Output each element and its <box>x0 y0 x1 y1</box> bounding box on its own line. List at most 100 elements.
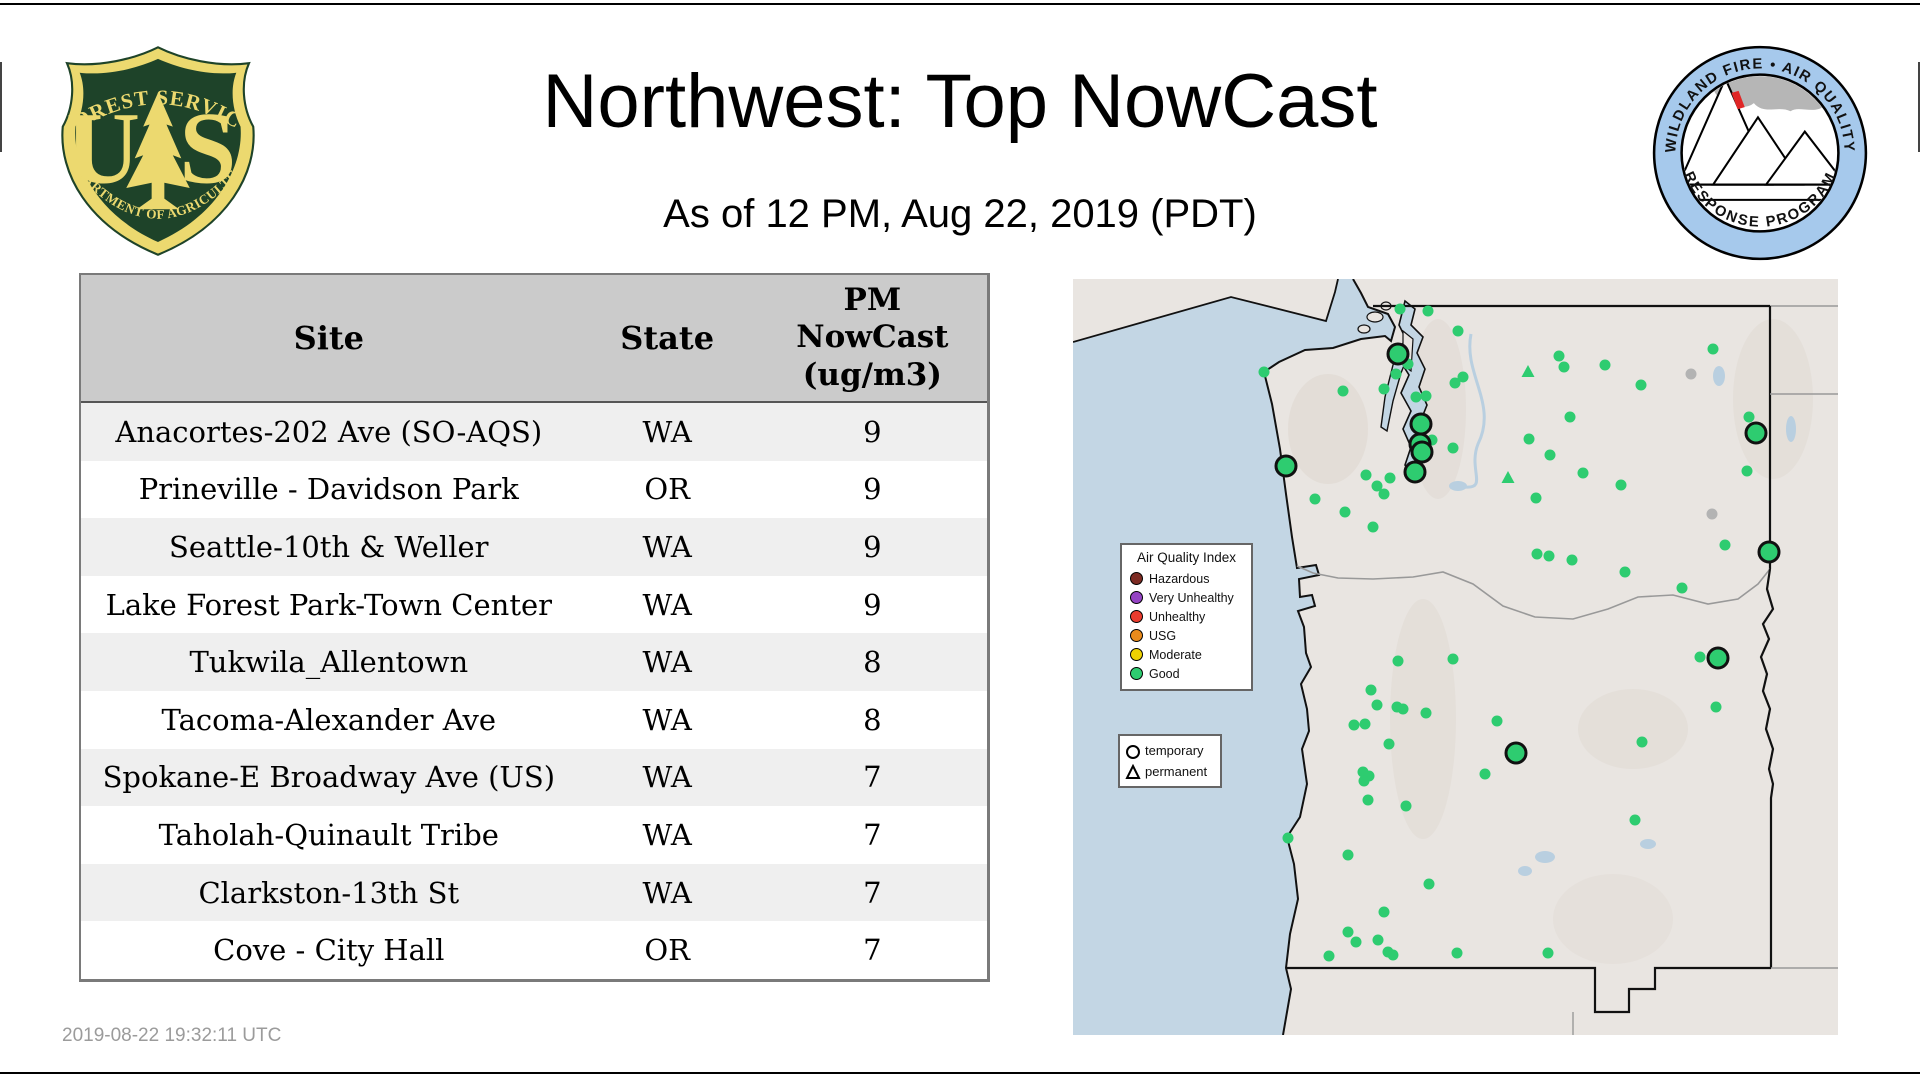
marker-label: temporary <box>1145 743 1204 758</box>
monitor-dot-good <box>1629 814 1641 826</box>
page-title: Northwest: Top NowCast <box>542 59 1378 144</box>
site-cell: Anacortes-202 Ave (SO-AQS) <box>115 414 543 449</box>
table-row: Clarkston-13th St WA 7 <box>81 863 987 922</box>
monitor-dot-good <box>1694 651 1706 663</box>
aqi-legend-item: Unhealthy <box>1122 607 1251 626</box>
aqi-legend-item: Very Unhealthy <box>1122 588 1251 607</box>
moderate-dot-icon <box>1130 648 1143 661</box>
aqi-legend-item: Good <box>1122 664 1251 683</box>
value-cell: 7 <box>863 760 882 795</box>
monitor-dot-good <box>1360 469 1372 481</box>
monitor-dot-good <box>1372 934 1384 946</box>
slide-border-right <box>1918 62 1920 152</box>
value-cell: 7 <box>863 875 882 910</box>
monitor-dot-good <box>1710 701 1722 713</box>
state-column-header: State <box>620 319 715 357</box>
aqi-legend-item: USG <box>1122 626 1251 645</box>
monitor-dot-good <box>1423 878 1435 890</box>
monitor-dot-good <box>1358 775 1370 787</box>
aqi-legend-items: Hazardous Very Unhealthy Unhealthy USG Moder… <box>1122 569 1251 683</box>
monitor-dot-good <box>1390 368 1402 380</box>
monitor-dot-good <box>1365 684 1377 696</box>
monitor-dot-inactive <box>1685 368 1697 380</box>
top-site-marker <box>1757 540 1781 564</box>
permanent-triangle-icon <box>1125 763 1141 779</box>
page-subtitle: As of 12 PM, Aug 22, 2019 (PDT) <box>663 192 1257 236</box>
pine-tree-icon <box>126 92 190 210</box>
monitor-dot-good <box>1378 488 1390 500</box>
monitor-dot-good <box>1378 383 1390 395</box>
state-cell: OR <box>644 933 690 968</box>
site-cell: Taholah-Quinault Tribe <box>158 817 499 852</box>
monitor-dot-good <box>1371 480 1383 492</box>
value-cell: 7 <box>863 817 882 852</box>
monitor-dot-good <box>1566 554 1578 566</box>
top-site-marker <box>1403 460 1427 484</box>
lakes-rivers <box>1449 333 1796 876</box>
aqi-item-label: Very Unhealthy <box>1149 590 1234 605</box>
monitor-dot-good <box>1558 361 1570 373</box>
site-cell: Clarkston-13th St <box>198 875 460 910</box>
state-cell: WA <box>642 875 692 910</box>
state-cell: WA <box>642 702 692 737</box>
monitor-dot-good <box>1676 582 1688 594</box>
top-site-marker <box>1504 741 1528 765</box>
monitor-dot-good <box>1422 305 1434 317</box>
nowcast-table: Site State PM NowCast (ug/m3) Anacortes-… <box>79 273 990 982</box>
unhealthy-dot-icon <box>1130 610 1143 623</box>
value-cell: 7 <box>863 933 882 968</box>
permanent-monitor-triangle <box>1521 365 1535 377</box>
monitor-dot-good <box>1553 350 1565 362</box>
monitor-dot-good <box>1378 906 1390 918</box>
temporary-circle-icon <box>1126 744 1140 759</box>
table-row: Tukwila_Allentown WA 8 <box>81 633 987 691</box>
slide-border-bottom <box>0 1072 1920 1074</box>
value-cell: 9 <box>863 472 882 507</box>
top-site-marker <box>1409 412 1433 436</box>
aqi-item-label: Moderate <box>1149 647 1202 662</box>
vancouver-island <box>1073 279 1338 342</box>
table-row: Taholah-Quinault Tribe WA 7 <box>81 806 987 864</box>
slide-border-left <box>0 62 2 152</box>
table-row: Spokane-E Broadway Ave (US) WA 7 <box>81 748 987 807</box>
monitor-dot-good <box>1564 411 1576 423</box>
wfaqrp-logo-icon: WILDLAND FIRE • AIR QUALITY RESPONSE PRO… <box>1652 45 1868 261</box>
monitor-dot-good <box>1543 550 1555 562</box>
monitor-dot-good <box>1719 539 1731 551</box>
monitor-dot-good <box>1367 521 1379 533</box>
monitor-dot-good <box>1447 442 1459 454</box>
state-cell: WA <box>642 529 692 564</box>
monitor-dot-good <box>1350 936 1362 948</box>
top-site-marker <box>1274 454 1298 478</box>
aqi-item-label: Good <box>1149 666 1180 681</box>
forest-service-logo-icon: FOREST SERVICE DEPARTMENT OF AGRICULTURE… <box>52 42 255 256</box>
table-header-row: Site State PM NowCast (ug/m3) <box>81 275 987 403</box>
monitor-dot-good <box>1451 947 1463 959</box>
monitor-dot-good <box>1743 411 1755 423</box>
monitor-dot-good <box>1523 433 1535 445</box>
state-cell: WA <box>642 760 692 795</box>
monitor-dot-good <box>1342 926 1354 938</box>
value-cell: 9 <box>863 587 882 622</box>
monitor-dot-good <box>1452 325 1464 337</box>
monitor-dot-good <box>1479 768 1491 780</box>
pm-nowcast-column-header: PM NowCast (ug/m3) <box>796 282 949 393</box>
table-body: Anacortes-202 Ave (SO-AQS) WA 9 Prineville … <box>81 403 987 979</box>
monitor-dot-good <box>1282 832 1294 844</box>
monitor-dot-good <box>1384 472 1396 484</box>
monitor-dot-good <box>1619 566 1631 578</box>
table-row: Anacortes-202 Ave (SO-AQS) WA 9 <box>81 403 987 461</box>
marker-label: permanent <box>1145 764 1208 779</box>
monitor-dot-good <box>1342 849 1354 861</box>
monitor-dot-good <box>1615 479 1627 491</box>
monitor-dot-good <box>1741 465 1753 477</box>
monitor-dot-good <box>1362 794 1374 806</box>
aqi-item-label: Hazardous <box>1149 571 1210 586</box>
monitor-dot-good <box>1359 718 1371 730</box>
state-cell: WA <box>642 645 692 680</box>
monitor-dot-good <box>1394 303 1406 315</box>
table-row: Prineville - Davidson Park OR 9 <box>81 460 987 519</box>
monitor-dot-good <box>1530 492 1542 504</box>
usg-dot-icon <box>1130 629 1143 642</box>
monitor-dot-good <box>1371 699 1383 711</box>
